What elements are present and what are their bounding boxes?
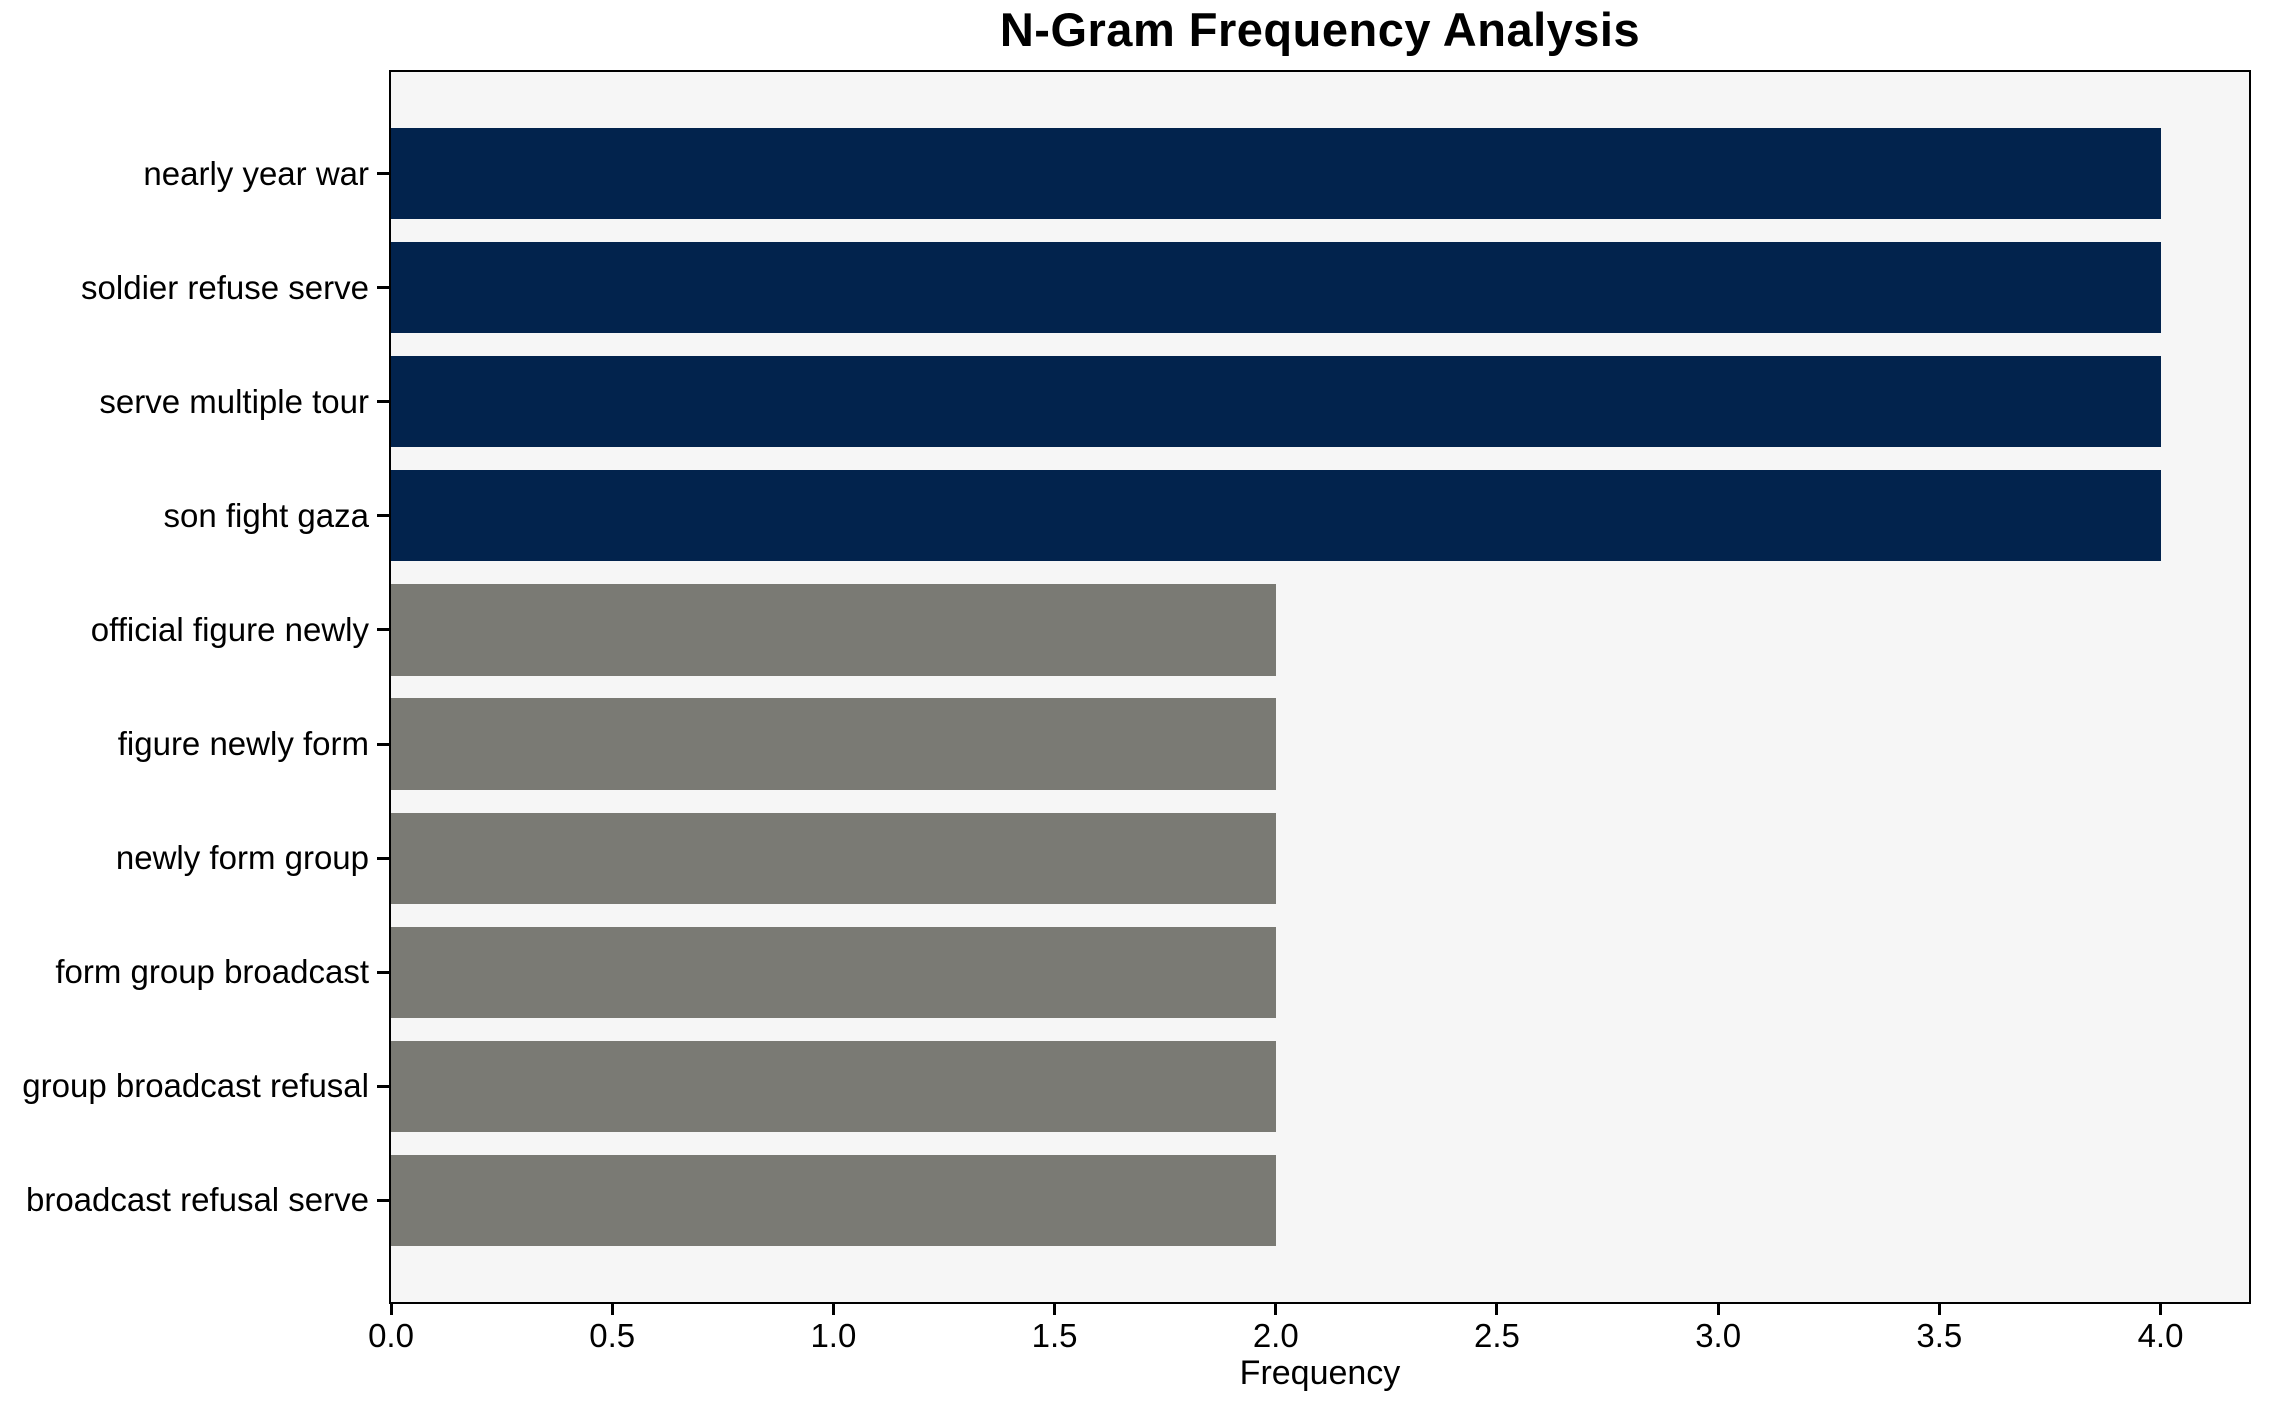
y-tick-label: broadcast refusal serve — [25, 1181, 369, 1219]
y-tick — [377, 1198, 389, 1202]
bar-son-fight-gaza — [391, 470, 2161, 562]
y-tick-label: figure newly form — [117, 725, 369, 763]
x-tick-label: 3.5 — [1916, 1317, 1963, 1354]
x-tick — [2159, 1304, 2163, 1315]
bar-group-broadcast-refusal — [391, 1040, 1276, 1132]
x-tick — [610, 1304, 614, 1315]
bar-broadcast-refusal-serve — [391, 1154, 1276, 1247]
bar-nearly-year-war — [391, 127, 2161, 220]
x-tick — [831, 1304, 835, 1315]
x-tick — [1495, 1304, 1499, 1315]
plot-area — [389, 70, 2251, 1304]
x-axis-title: Frequency — [1239, 1354, 1401, 1392]
y-tick — [377, 628, 389, 632]
x-tick-label: 0.5 — [589, 1317, 636, 1354]
y-tick-label: newly form group — [115, 839, 369, 877]
y-tick — [377, 970, 389, 974]
y-tick — [377, 856, 389, 860]
y-tick — [377, 286, 389, 290]
x-tick-label: 3.0 — [1695, 1317, 1742, 1354]
x-tick — [1274, 1304, 1278, 1315]
y-tick — [377, 172, 389, 176]
bar-soldier-refuse-serve — [391, 242, 2161, 334]
y-tick-label: serve multiple tour — [99, 382, 369, 420]
chart-title: N-Gram Frequency Analysis — [999, 3, 1641, 56]
bar-newly-form-group — [391, 812, 1276, 904]
bar-figure-newly-form — [391, 698, 1276, 790]
bar-form-group-broadcast — [391, 926, 1276, 1018]
x-tick — [389, 1304, 393, 1315]
y-tick-label: group broadcast refusal — [22, 1067, 369, 1105]
y-tick — [377, 514, 389, 518]
y-tick — [377, 742, 389, 746]
y-tick-label: form group broadcast — [55, 953, 369, 991]
x-tick — [1937, 1304, 1941, 1315]
x-tick — [1716, 1304, 1720, 1315]
y-tick-label: nearly year war — [143, 154, 369, 192]
y-tick — [377, 400, 389, 404]
x-tick — [1053, 1304, 1057, 1315]
bar-official-figure-newly — [391, 584, 1276, 676]
y-tick-label: son fight gaza — [163, 496, 369, 534]
x-tick-label: 0.0 — [368, 1317, 414, 1354]
y-tick-label: soldier refuse serve — [81, 268, 369, 306]
x-tick-label: 4.0 — [2137, 1317, 2184, 1354]
bar-serve-multiple-tour — [391, 356, 2161, 448]
y-tick-label: official figure newly — [90, 610, 369, 648]
y-tick — [377, 1084, 389, 1088]
x-tick-label: 2.5 — [1474, 1317, 1520, 1354]
x-tick-label: 2.0 — [1252, 1317, 1299, 1354]
x-tick-label: 1.0 — [810, 1317, 857, 1354]
x-tick-label: 1.5 — [1031, 1317, 1078, 1354]
